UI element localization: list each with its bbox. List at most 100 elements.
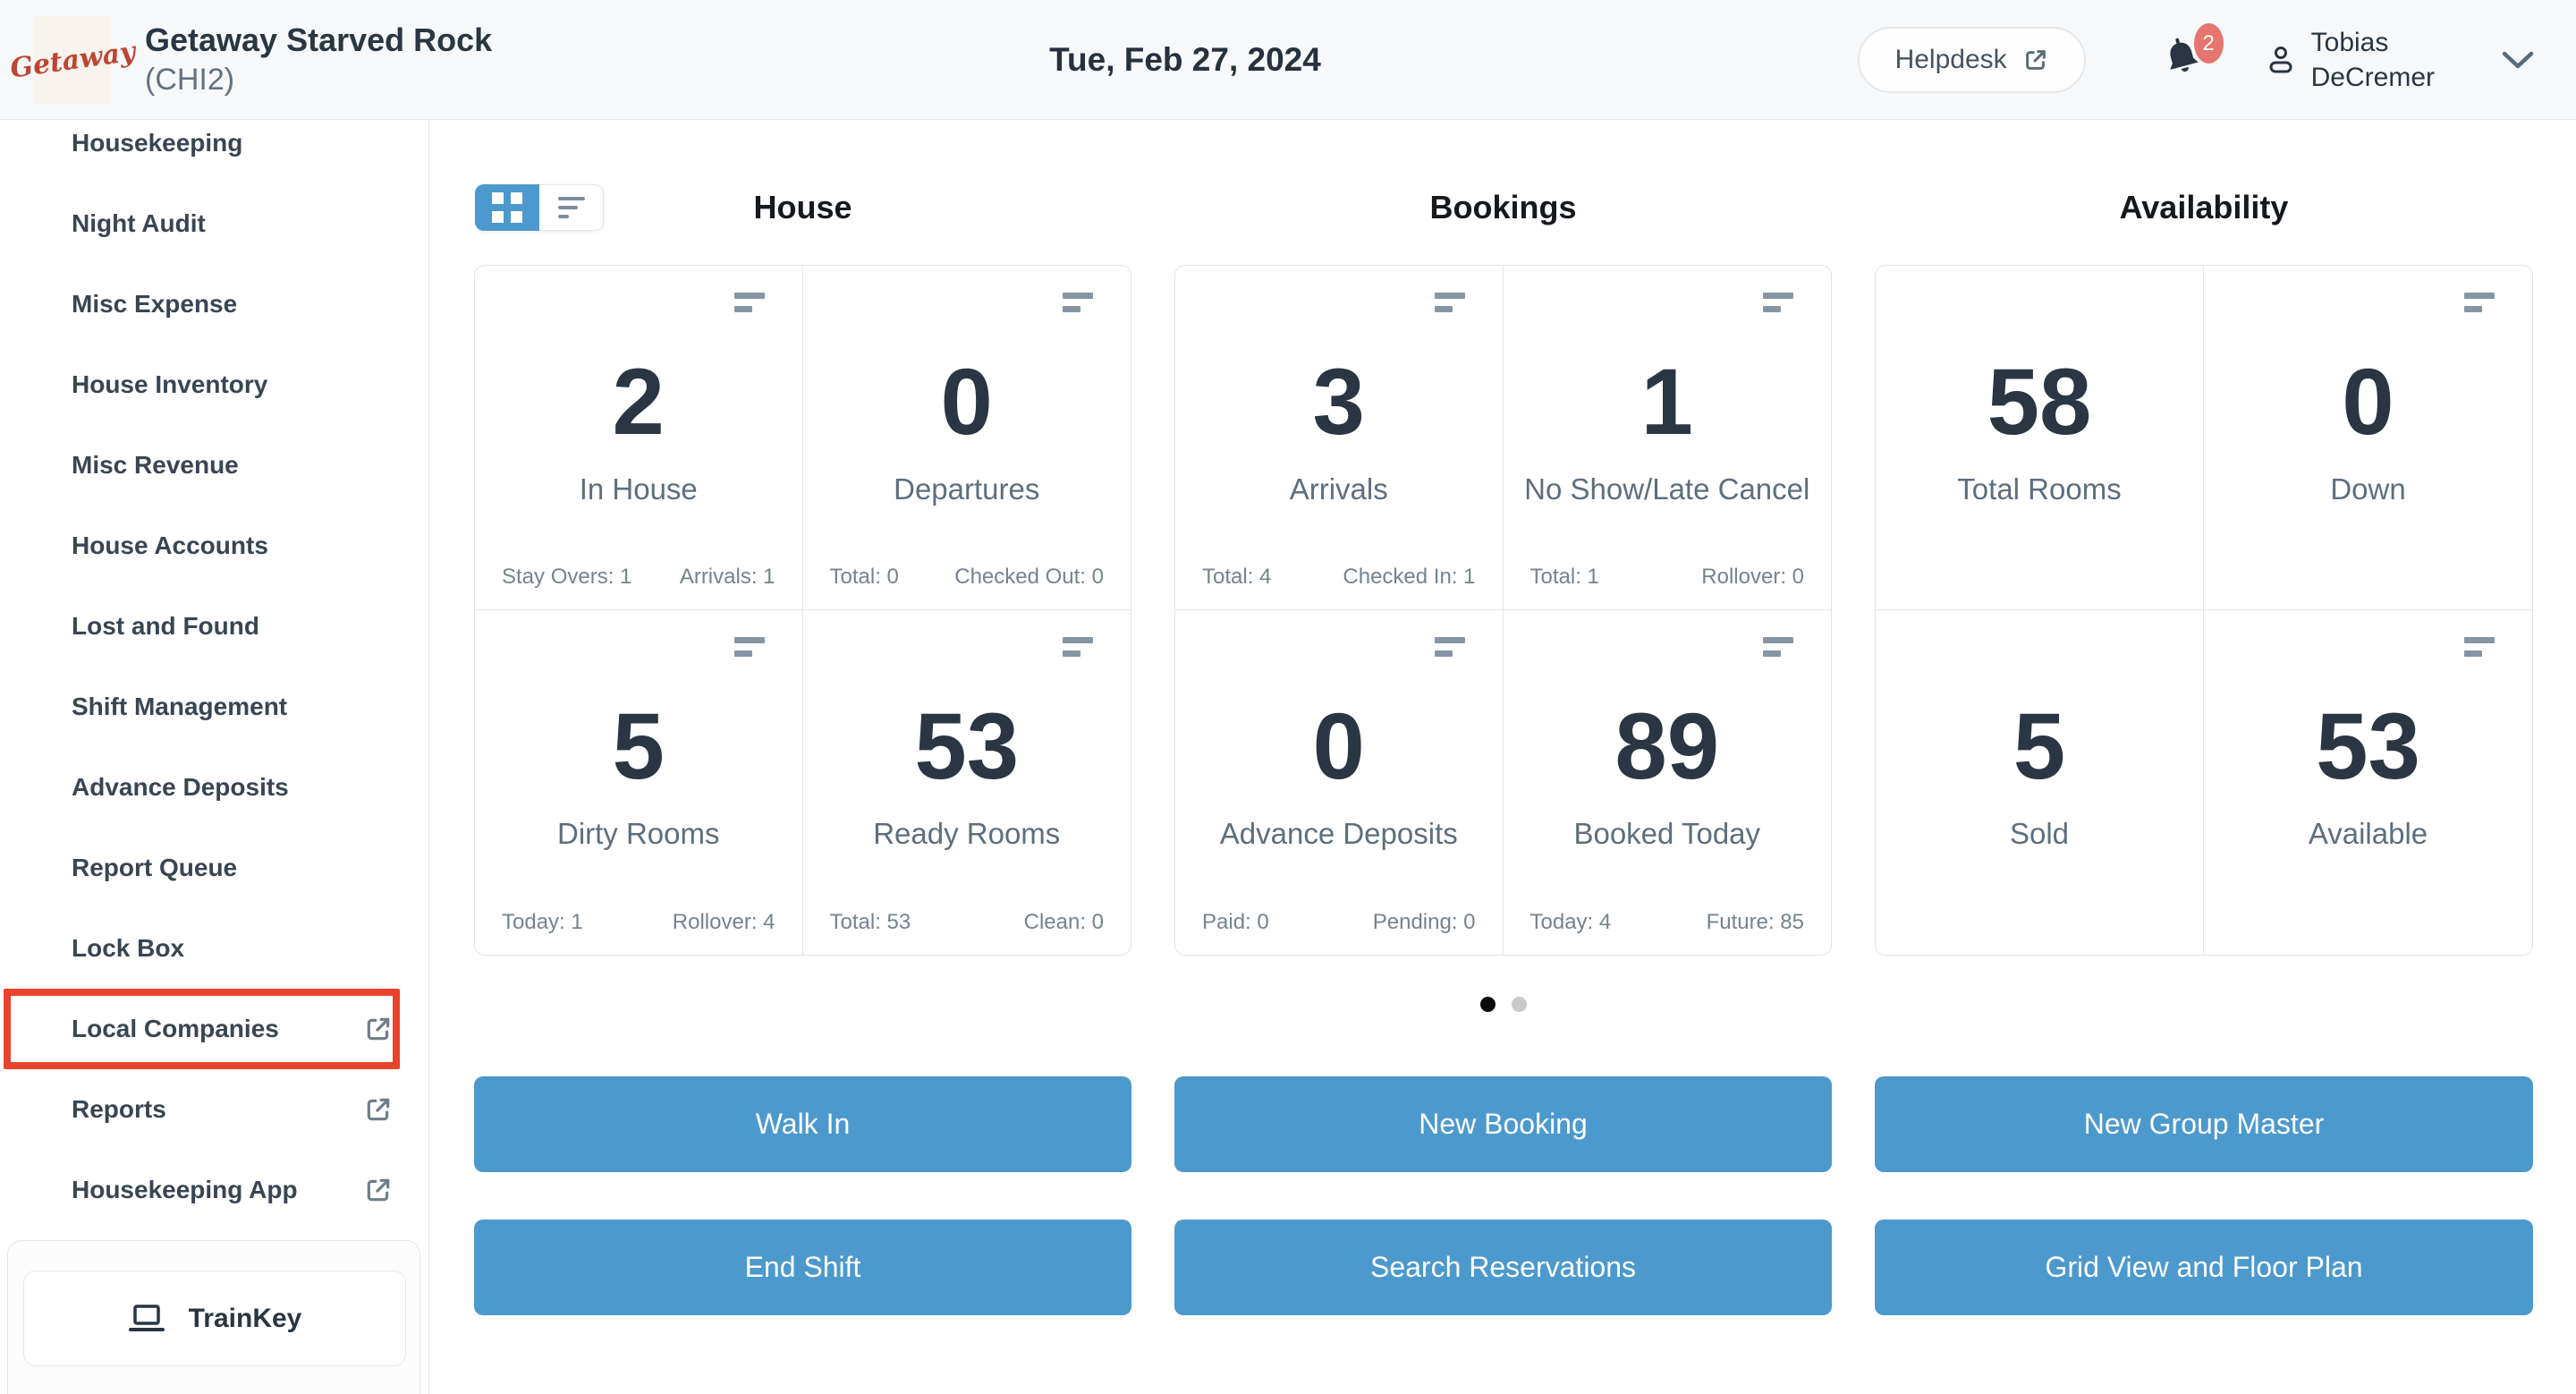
sidebar-item-shift-management[interactable]: Shift Management	[0, 667, 428, 747]
stat-card-arrivals: 3 Arrivals Total: 4 Checked In: 1	[1175, 266, 1504, 610]
external-link-icon	[364, 1176, 393, 1204]
header-actions: Helpdesk 2	[1857, 0, 2535, 120]
top-header: Getaway Getaway Starved Rock (CHI2) Tue,…	[0, 0, 2576, 120]
stat-value: 5	[2012, 694, 2066, 799]
stat-detail-left: Paid: 0	[1202, 910, 1269, 934]
sidebar-item-label: Reports	[72, 1095, 166, 1123]
sidebar-item-misc-revenue[interactable]: Misc Revenue	[0, 425, 428, 506]
section-title-house: House	[753, 189, 852, 225]
stat-card-departures: 0 Departures Total: 0 Checked Out: 0	[802, 266, 1131, 610]
sort-lines-icon[interactable]	[733, 637, 765, 657]
brand-logo: Getaway	[8, 16, 137, 104]
section-titles: House Bookings Availability	[474, 183, 2576, 233]
search-reservations-button[interactable]: Search Reservations	[1174, 1220, 1832, 1315]
dashboard-main: House Bookings Availability 2 In House S…	[429, 120, 2576, 1394]
grid-view-icon	[492, 192, 522, 223]
sort-lines-icon[interactable]	[2464, 293, 2495, 312]
stat-value: 89	[1614, 694, 1720, 799]
quick-action-buttons: Walk In New Booking New Group Master End…	[474, 1076, 2576, 1315]
pagination-dot-active[interactable]	[1479, 997, 1496, 1012]
grid-view-floor-plan-button[interactable]: Grid View and Floor Plan	[1875, 1220, 2533, 1315]
house-group: 2 In House Stay Overs: 1 Arrivals: 1 0 D…	[474, 265, 1131, 956]
sidebar-item-lost-and-found[interactable]: Lost and Found	[0, 586, 428, 667]
sidebar-item-lock-box[interactable]: Lock Box	[0, 908, 428, 989]
sidebar-item-local-companies[interactable]: Local Companies	[4, 989, 400, 1069]
grid-view-button[interactable]	[475, 184, 539, 231]
user-menu[interactable]: Tobias DeCremer	[2265, 25, 2435, 95]
notifications-button[interactable]: 2	[2159, 23, 2224, 88]
walk-in-button[interactable]: Walk In	[474, 1076, 1131, 1172]
sidebar-item-housekeeping[interactable]: Housekeeping	[0, 120, 428, 183]
sidebar-item-house-accounts[interactable]: House Accounts	[0, 506, 428, 586]
notification-badge: 2	[2193, 23, 2224, 64]
sidebar-item-housekeeping-app[interactable]: Housekeeping App	[0, 1150, 428, 1230]
sort-lines-icon[interactable]	[1063, 293, 1093, 312]
sidebar-item-house-inventory[interactable]: House Inventory	[0, 344, 428, 425]
new-booking-button[interactable]: New Booking	[1174, 1076, 1832, 1172]
trainkey-button[interactable]: TrainKey	[23, 1271, 406, 1366]
sort-lines-icon[interactable]	[1763, 293, 1793, 312]
end-shift-button[interactable]: End Shift	[474, 1220, 1131, 1315]
person-icon	[2265, 44, 2297, 76]
sidebar-item-night-audit[interactable]: Night Audit	[0, 183, 428, 264]
property-code: (CHI2)	[145, 63, 235, 97]
stat-groups: 2 In House Stay Overs: 1 Arrivals: 1 0 D…	[474, 265, 2576, 956]
sort-lines-icon[interactable]	[2464, 637, 2495, 657]
sort-lines-icon[interactable]	[1763, 637, 1793, 657]
sidebar-item-reports[interactable]: Reports	[0, 1069, 428, 1150]
stat-label: Booked Today	[1573, 817, 1761, 850]
user-menu-toggle[interactable]	[2501, 50, 2535, 70]
new-group-master-button[interactable]: New Group Master	[1875, 1076, 2533, 1172]
stat-detail-right: Pending: 0	[1372, 910, 1476, 934]
stat-card-booked-today: 89 Booked Today Today: 4 Future: 85	[1503, 610, 1831, 955]
property-name: Getaway Starved Rock	[145, 21, 493, 58]
stat-detail-left: Total: 0	[829, 565, 899, 589]
stat-detail-right: Arrivals: 1	[679, 565, 775, 589]
list-view-button[interactable]	[539, 184, 604, 231]
stat-value: 53	[914, 694, 1020, 799]
sort-lines-icon[interactable]	[1063, 637, 1093, 657]
chevron-down-icon	[2501, 50, 2535, 70]
carousel-pagination	[474, 997, 2576, 1012]
stat-value: 1	[1640, 350, 1693, 455]
stat-detail-right: Checked Out: 0	[954, 565, 1104, 589]
sidebar-item-report-queue[interactable]: Report Queue	[0, 828, 428, 908]
sidebar-item-label: Night Audit	[72, 209, 206, 237]
stat-detail-left: Total: 1	[1530, 565, 1599, 589]
sidebar-nav: Housekeeping Night Audit Misc Expense Ho…	[0, 120, 428, 1230]
sidebar-item-label: House Inventory	[72, 370, 268, 398]
laptop-icon	[128, 1304, 165, 1334]
stat-value: 0	[1312, 694, 1365, 799]
helpdesk-button[interactable]: Helpdesk	[1857, 27, 2086, 93]
stat-value: 3	[1312, 350, 1365, 455]
sort-lines-icon[interactable]	[1434, 637, 1465, 657]
sidebar-item-misc-expense[interactable]: Misc Expense	[0, 264, 428, 344]
stat-footer: Total: 1 Rollover: 0	[1530, 565, 1805, 590]
stat-footer: Today: 1 Rollover: 4	[502, 910, 775, 935]
stat-value: 53	[2316, 694, 2420, 799]
user-first-name: Tobias	[2310, 28, 2389, 57]
sidebar-item-label: Local Companies	[72, 1015, 279, 1042]
stat-detail-right: Checked In: 1	[1343, 565, 1476, 589]
stat-footer: Stay Overs: 1 Arrivals: 1	[502, 565, 775, 590]
stat-card-no-show-late-cancel: 1 No Show/Late Cancel Total: 1 Rollover:…	[1503, 266, 1831, 610]
trainkey-label: TrainKey	[188, 1303, 302, 1333]
section-title-availability: Availability	[2119, 189, 2289, 225]
stat-card-sold: 5 Sold	[1876, 610, 2204, 955]
sidebar-item-label: Report Queue	[72, 854, 238, 881]
sidebar: Housekeeping Night Audit Misc Expense Ho…	[0, 120, 429, 1394]
sidebar-item-advance-deposits[interactable]: Advance Deposits	[0, 747, 428, 828]
external-link-icon	[364, 1015, 393, 1043]
sidebar-item-label: Lost and Found	[72, 612, 259, 640]
stat-label: Sold	[2009, 817, 2070, 850]
user-last-name: DeCremer	[2310, 63, 2435, 92]
sidebar-item-label: Lock Box	[72, 934, 185, 962]
stat-detail-left: Today: 4	[1530, 910, 1612, 934]
pagination-dot[interactable]	[1511, 997, 1527, 1012]
section-title-bookings: Bookings	[1429, 189, 1577, 225]
sort-lines-icon[interactable]	[1434, 293, 1465, 312]
stat-label: Departures	[894, 472, 1040, 506]
sort-lines-icon[interactable]	[733, 293, 765, 312]
stat-footer: Total: 4 Checked In: 1	[1202, 565, 1476, 590]
stat-footer: Total: 0 Checked Out: 0	[830, 565, 1105, 590]
